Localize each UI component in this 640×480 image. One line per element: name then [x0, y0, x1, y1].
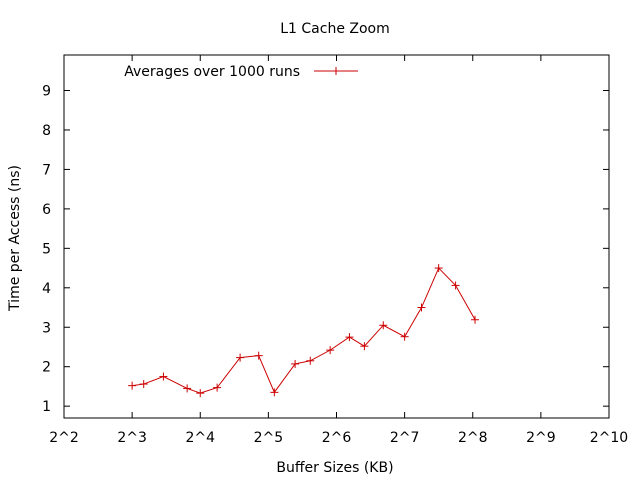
x-tick-label: 2^2: [49, 430, 79, 446]
data-point: [270, 388, 279, 397]
y-tick-label: 9: [42, 84, 51, 100]
data-point: [213, 383, 222, 392]
data-point: [434, 264, 443, 273]
data-point: [471, 315, 480, 324]
x-tick-label: 2^5: [254, 430, 284, 446]
data-point: [306, 356, 315, 365]
data-point: [417, 303, 426, 312]
x-tick-label: 2^3: [117, 430, 147, 446]
x-tick-label: 2^8: [458, 430, 488, 446]
y-tick-label: 8: [42, 123, 51, 139]
x-tick-label: 2^4: [185, 430, 215, 446]
data-point: [379, 321, 388, 330]
y-tick-label: 4: [42, 281, 51, 297]
plot-frame: [63, 54, 610, 419]
plot-area: 2^2 2^3 2^4 2^5 2^6 2^7 2^8 2^9 2^10 1 2 3 4 5 6 7 8 9: [42, 54, 628, 446]
data-point: [400, 332, 409, 341]
data-point: [291, 359, 300, 368]
legend: Averages over 1000 runs: [124, 64, 358, 80]
legend-label: Averages over 1000 runs: [124, 64, 300, 80]
data-point: [254, 351, 263, 360]
data-point: [183, 384, 192, 393]
x-tick-label: 2^10: [590, 430, 628, 446]
y-tick-label: 2: [42, 360, 51, 376]
x-axis-label: Buffer Sizes (KB): [276, 460, 393, 476]
chart-title: L1 Cache Zoom: [280, 21, 390, 37]
data-point: [196, 389, 205, 398]
y-tick-label: 5: [42, 241, 51, 257]
series-line: [132, 267, 476, 394]
data-point: [236, 353, 245, 362]
data-point: [345, 333, 354, 342]
data-point: [451, 281, 460, 290]
data-point: [326, 346, 335, 355]
legend-marker: [332, 67, 340, 75]
y-tick-label: 7: [42, 162, 51, 178]
y-axis-label: Time per Access (ns): [7, 165, 23, 312]
data-point: [139, 380, 148, 389]
y-tick-label: 6: [42, 202, 51, 218]
data-point: [128, 381, 137, 390]
y-tick-label: 3: [42, 320, 51, 336]
x-tick-label: 2^7: [390, 430, 420, 446]
y-tick-label: 1: [42, 399, 51, 415]
x-tick-label: 2^9: [526, 430, 556, 446]
data-point: [159, 372, 168, 381]
x-tick-label: 2^6: [322, 430, 352, 446]
data-point: [360, 342, 369, 351]
